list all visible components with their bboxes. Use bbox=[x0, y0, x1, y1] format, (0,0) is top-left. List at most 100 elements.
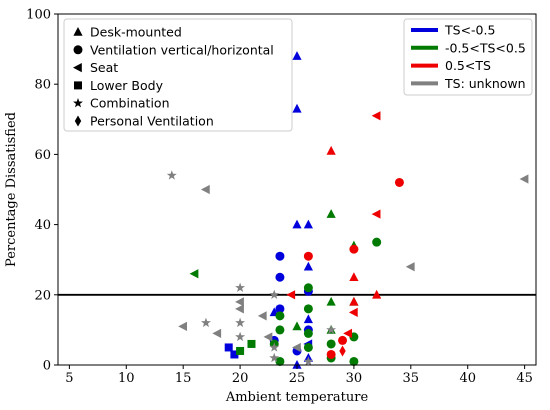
data-point-circle bbox=[303, 328, 313, 338]
color-legend-label: 0.5<TS bbox=[445, 58, 491, 73]
x-tick-label: 10 bbox=[118, 371, 135, 386]
data-point-triangle-left bbox=[235, 297, 244, 307]
data-point-star bbox=[269, 352, 280, 363]
data-point-triangle-up bbox=[292, 360, 302, 369]
data-point-square bbox=[236, 346, 245, 355]
data-point-circle bbox=[275, 272, 285, 282]
data-point-triangle-up bbox=[326, 145, 336, 155]
y-axis-label: Percentage Dissatisfied bbox=[4, 112, 19, 267]
legend-circle-icon bbox=[73, 45, 83, 55]
data-point-triangle-left bbox=[286, 290, 296, 300]
data-point-circle bbox=[303, 251, 313, 261]
data-point-triangle-up bbox=[326, 209, 336, 218]
series-0-5-ts-0-5 bbox=[189, 209, 382, 366]
legend-star-icon bbox=[73, 98, 83, 108]
data-point-triangle-up bbox=[303, 261, 313, 271]
data-point-square bbox=[230, 350, 239, 359]
data-point-circle bbox=[303, 304, 313, 314]
series-0-5-ts bbox=[286, 111, 404, 359]
data-point-circle bbox=[372, 237, 382, 247]
legend-diamond-icon bbox=[74, 115, 82, 127]
data-point-triangle-left bbox=[212, 328, 222, 339]
data-point-triangle-left bbox=[178, 321, 187, 331]
color-legend: TS<-0.5 -0.5<TS<0.5 0.5<TS TS: unknown bbox=[403, 18, 533, 96]
x-tick-label: 15 bbox=[175, 371, 192, 386]
data-point-star bbox=[326, 324, 337, 335]
data-point-star bbox=[235, 282, 246, 292]
data-point-circle bbox=[275, 251, 285, 261]
x-tick-label: 20 bbox=[232, 371, 249, 386]
data-point-triangle-left bbox=[519, 174, 529, 184]
data-point-circle bbox=[303, 283, 313, 293]
color-legend-label: TS<-0.5 bbox=[444, 23, 495, 38]
legend-square-icon bbox=[74, 81, 82, 90]
data-point-triangle-left bbox=[200, 184, 210, 195]
data-point-triangle-up bbox=[326, 296, 336, 306]
data-point-triangle-left bbox=[371, 209, 381, 219]
data-point-triangle-left bbox=[405, 262, 415, 272]
y-tick-label: 60 bbox=[34, 148, 51, 163]
data-point-triangle-left bbox=[189, 269, 199, 279]
data-points-layer bbox=[166, 51, 529, 369]
x-tick-label: 35 bbox=[403, 371, 420, 386]
legend-triangle-up-icon bbox=[73, 27, 83, 36]
data-point-circle bbox=[394, 177, 404, 187]
data-point-star bbox=[235, 331, 246, 342]
data-point-circle bbox=[275, 311, 285, 321]
shape-legend-label: Personal Ventilation bbox=[90, 114, 214, 129]
y-axis-ticks: 0 20 40 60 80 100 bbox=[26, 8, 58, 374]
shape-legend-label: Ventilation vertical/horizontal bbox=[90, 42, 274, 57]
x-tick-label: 25 bbox=[289, 371, 306, 386]
data-point-square bbox=[224, 343, 233, 352]
data-point-circle bbox=[275, 304, 285, 314]
y-tick-label: 20 bbox=[34, 288, 51, 303]
data-point-triangle-left bbox=[257, 311, 267, 321]
data-point-triangle-up bbox=[292, 321, 302, 331]
data-point-square bbox=[247, 339, 256, 348]
x-axis-ticks: 5 10 15 20 25 30 35 40 45 bbox=[65, 365, 533, 386]
data-point-triangle-left bbox=[371, 111, 381, 121]
y-tick-label: 80 bbox=[34, 78, 51, 93]
y-tick-label: 0 bbox=[43, 359, 51, 374]
shape-legend-label: Seat bbox=[90, 60, 118, 75]
color-legend-label: TS: unknown bbox=[444, 76, 526, 91]
data-point-circle bbox=[275, 325, 285, 335]
color-legend-label: -0.5<TS<0.5 bbox=[445, 40, 526, 55]
x-tick-label: 40 bbox=[459, 371, 476, 386]
data-point-triangle-up bbox=[349, 272, 359, 282]
data-point-star bbox=[201, 317, 211, 328]
data-point-triangle-up bbox=[292, 51, 302, 60]
data-point-circle bbox=[326, 349, 336, 359]
data-point-triangle-left bbox=[292, 342, 301, 353]
data-point-triangle-left bbox=[348, 307, 358, 317]
x-tick-label: 45 bbox=[516, 371, 533, 386]
data-point-circle bbox=[338, 335, 348, 345]
data-point-circle bbox=[326, 339, 336, 349]
data-point-circle bbox=[275, 356, 285, 366]
data-point-diamond bbox=[339, 345, 346, 357]
shape-legend-label: Lower Body bbox=[90, 78, 164, 93]
x-tick-label: 5 bbox=[65, 371, 73, 386]
data-point-triangle-up bbox=[303, 219, 313, 229]
shape-legend-label: Desk-mounted bbox=[90, 25, 182, 40]
data-point-circle bbox=[303, 342, 313, 352]
data-point-triangle-left bbox=[235, 304, 244, 314]
y-tick-label: 40 bbox=[34, 218, 51, 233]
data-point-triangle-left bbox=[343, 328, 353, 339]
shape-legend-label: Combination bbox=[90, 96, 170, 111]
shape-legend-box bbox=[63, 18, 293, 132]
legend-triangle-left-icon bbox=[73, 63, 82, 73]
data-point-star bbox=[303, 356, 314, 366]
data-point-star bbox=[269, 342, 280, 352]
data-point-circle bbox=[349, 244, 359, 254]
data-point-triangle-up bbox=[292, 103, 302, 113]
series-ts-unknown bbox=[166, 170, 529, 366]
x-axis-label: Ambient temperature bbox=[225, 390, 369, 405]
color-legend-box bbox=[403, 18, 533, 96]
x-tick-label: 30 bbox=[346, 371, 363, 386]
data-point-triangle-up bbox=[303, 314, 313, 324]
data-point-star bbox=[269, 289, 280, 300]
data-point-triangle-up bbox=[349, 296, 359, 306]
data-point-triangle-left bbox=[263, 332, 273, 342]
